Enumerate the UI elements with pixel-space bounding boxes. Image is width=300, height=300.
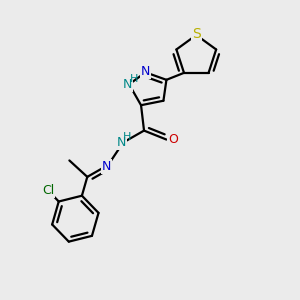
Text: N: N xyxy=(141,65,150,78)
Text: S: S xyxy=(192,26,201,40)
Text: O: O xyxy=(168,133,178,146)
Text: N: N xyxy=(102,160,111,173)
Text: H: H xyxy=(122,132,131,142)
Text: Cl: Cl xyxy=(42,184,55,197)
Text: H: H xyxy=(129,74,138,84)
Text: N: N xyxy=(123,78,132,91)
Text: N: N xyxy=(117,136,126,149)
